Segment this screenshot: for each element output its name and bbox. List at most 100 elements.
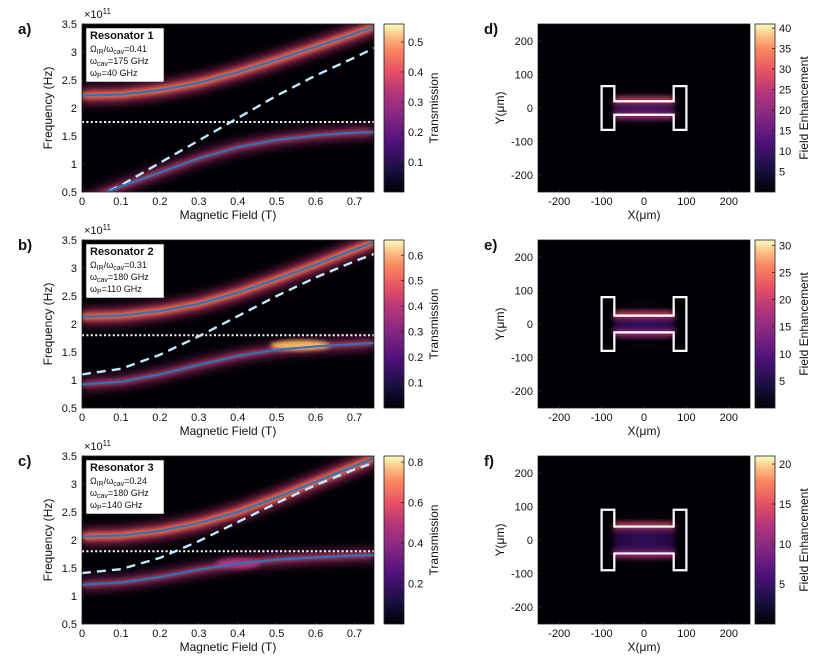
legend-coupling-ratio: ΩIR/ωcav=0.41 <box>90 44 147 56</box>
y-axis-exponent: ×1011 <box>84 439 112 453</box>
y-tick-label: 2 <box>71 535 77 547</box>
y-tick-label: -200 <box>511 170 533 182</box>
legend-omega-symbol: Ω <box>90 44 97 54</box>
x-tick-label: 0.7 <box>347 628 362 640</box>
legend-subscript: P <box>97 289 102 296</box>
colorbar-tick-label: 10 <box>779 349 791 361</box>
colorbar-tick-label: 5 <box>779 167 785 179</box>
cyclotron-dashed-line <box>82 461 374 575</box>
x-tick-label: 0.4 <box>230 412 245 424</box>
colorbar: 0.1 0.2 0.3 0.4 0.5 Transmission <box>383 23 441 193</box>
legend-background <box>85 27 165 83</box>
legend-value: =0.24 <box>124 476 147 486</box>
panel-label: e) <box>484 237 497 254</box>
y-axis-exponent: ×1011 <box>84 223 112 237</box>
legend-omega-symbol: Ω <box>90 260 97 270</box>
y-axis-label-part: Y( <box>493 112 507 124</box>
x-tick-label: 0 <box>641 412 647 424</box>
y-tick-label: 1.5 <box>62 347 77 359</box>
colorbar-tick-label: 20 <box>779 105 791 117</box>
y-tick-label: 0.5 <box>62 187 77 199</box>
colorbar-tick-label: 0.4 <box>408 538 423 550</box>
panel-c: 0 0.1 0.2 0.3 0.4 0.5 0.6 0.7 0.5 1 1.5 2 2.5 3 3.5 ×10… <box>18 439 441 654</box>
y-tick-label: 0.5 <box>62 403 77 415</box>
colorbar-tick-label: 15 <box>779 499 791 511</box>
y-tick-label: 1 <box>71 591 77 603</box>
legend-value: =110 GHz <box>102 284 143 294</box>
colorbar-tick-label: 0.6 <box>408 498 423 510</box>
y-tick-label: -200 <box>511 386 533 398</box>
legend-subscript: IR <box>97 481 104 488</box>
colorbar: 5 10 15 20 25 30 Field Enhancement <box>754 239 811 409</box>
colorbar-gradient <box>383 455 405 625</box>
upper-polariton-line <box>82 241 374 318</box>
x-axis-label: Magnetic Field (T) <box>180 208 277 222</box>
x-axis-label: Magnetic Field (T) <box>180 424 277 438</box>
colorbar-gradient <box>754 239 776 409</box>
x-tick-label: 0.7 <box>347 412 362 424</box>
y-tick-label: 100 <box>515 69 533 81</box>
x-tick-label: 200 <box>720 628 738 640</box>
legend-plasma-frequency: ωP=40 GHz <box>90 68 138 80</box>
colorbar-label: Field Enhancement <box>797 272 811 376</box>
legend-omega-symbol: ω <box>90 56 97 66</box>
upper-polariton-line <box>82 25 374 97</box>
x-axis-label: Magnetic Field (T) <box>180 640 277 654</box>
y-axis-label-mu: μ <box>493 105 507 112</box>
y-tick-label: 0.5 <box>62 619 77 631</box>
x-axis-label-part: X( <box>628 208 640 222</box>
panel-e: -200 -100 0 100 200-200-1000100200X(μm)Y(μm)… <box>484 237 811 438</box>
legend-omega-symbol: ω <box>90 68 97 78</box>
colorbar-label: Transmission <box>427 73 441 144</box>
legend-subscript: P <box>97 505 102 512</box>
x-tick-label: 100 <box>677 628 695 640</box>
x-tick-label: -100 <box>591 196 613 208</box>
legend-subscript: cav <box>97 277 108 284</box>
y-axis-label: Y(μm) <box>493 524 507 557</box>
colorbar-gradient <box>754 455 776 625</box>
colorbar-tick-label: 0.2 <box>408 352 423 364</box>
legend-omega-symbol: ω <box>90 272 97 282</box>
legend-cavity-frequency: ωcav=180 GHz <box>90 272 149 284</box>
legend-subscript: IR <box>97 49 104 56</box>
colorbar-tick-label: 35 <box>779 44 791 56</box>
colorbar-tick-label: 0.6 <box>408 250 423 262</box>
y-axis-label-part: m) <box>493 524 507 538</box>
colorbar-label: Field Enhancement <box>797 56 811 160</box>
colorbar-gradient <box>754 23 776 193</box>
panel-f: -200 -100 0 100 200-200-1000100200X(μm)Y(μm)… <box>484 453 811 654</box>
colorbar-tick-label: 0.3 <box>408 97 423 109</box>
x-tick-label: 0 <box>641 628 647 640</box>
colorbar-tick-label: 0.5 <box>408 37 423 49</box>
y-axis-label-mu: μ <box>493 537 507 544</box>
x-axis-label: X(μm) <box>628 208 661 222</box>
legend-coupling-ratio: ΩIR/ωcav=0.24 <box>90 476 147 488</box>
x-tick-label: 0.4 <box>230 196 245 208</box>
y-tick-label: 2.5 <box>62 507 77 519</box>
colorbar-tick-label: 0.1 <box>408 157 423 169</box>
colorbar-tick-label: 15 <box>779 126 791 138</box>
y-tick-label: -100 <box>511 353 533 365</box>
y-tick-label: 3.5 <box>62 19 77 31</box>
colorbar-tick-label: 5 <box>779 579 785 591</box>
x-tick-label: 0.5 <box>269 628 284 640</box>
x-tick-label: 0.5 <box>269 412 284 424</box>
colorbar-tick-label: 10 <box>779 539 791 551</box>
colorbar-label: Transmission <box>427 505 441 576</box>
legend-subscript: cav <box>113 265 124 272</box>
colorbar-tick-label: 5 <box>779 376 785 388</box>
x-tick-label: 200 <box>720 412 738 424</box>
y-axis-exponent-power: 11 <box>103 7 112 16</box>
x-tick-label: -100 <box>591 412 613 424</box>
y-tick-label: -200 <box>511 602 533 614</box>
x-tick-label: 0 <box>79 412 85 424</box>
lower-polariton-line <box>82 342 374 386</box>
colorbar-tick-label: 25 <box>779 268 791 280</box>
colorbar-tick-label: 25 <box>779 85 791 97</box>
x-tick-label: 0.2 <box>152 412 167 424</box>
x-axis-label: X(μm) <box>628 424 661 438</box>
gap-field-center <box>614 101 674 115</box>
x-tick-label: 0.2 <box>152 628 167 640</box>
